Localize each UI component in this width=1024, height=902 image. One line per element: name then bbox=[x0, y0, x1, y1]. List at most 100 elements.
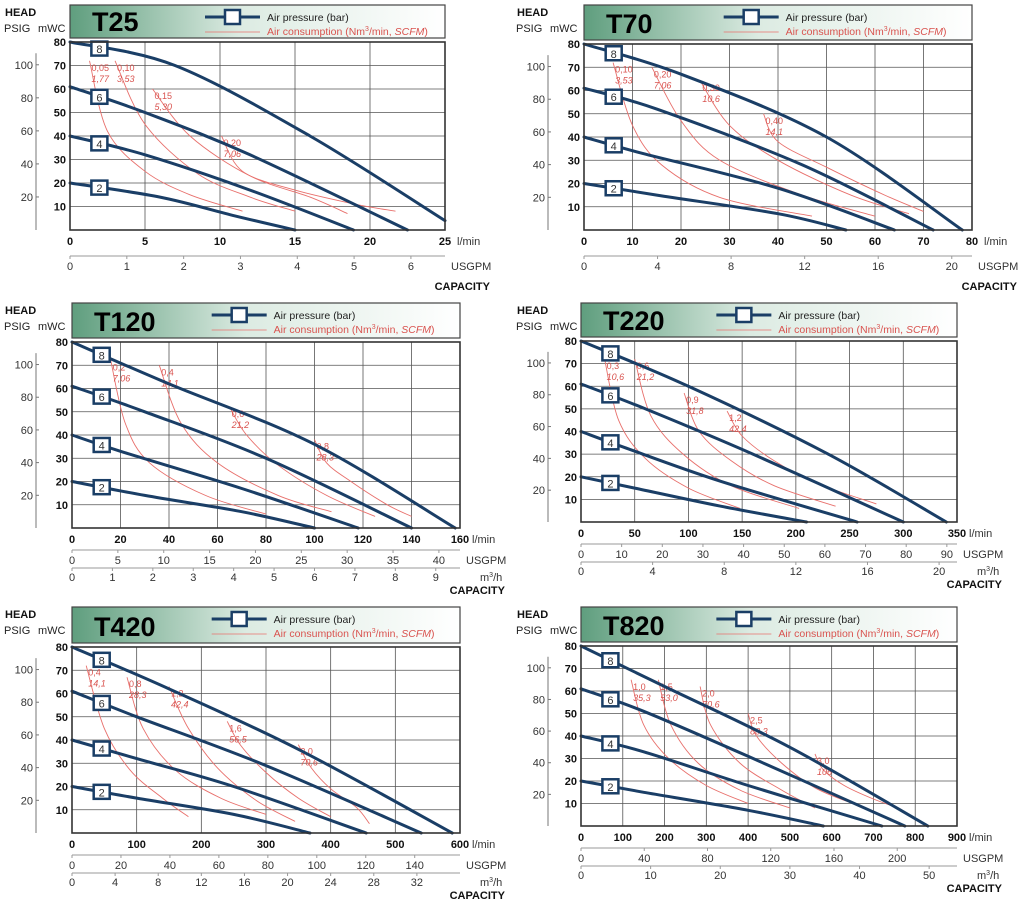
x-tick-usgpm: 80 bbox=[701, 853, 713, 865]
x-tick-usgpm: 200 bbox=[888, 853, 906, 865]
x-tick-m3h: 16 bbox=[861, 566, 873, 578]
x-tick-lmin: 600 bbox=[822, 832, 840, 844]
x-tick-lmin: 60 bbox=[869, 236, 881, 248]
y-tick-mwc: 20 bbox=[56, 477, 68, 489]
x-tick-m3h: 10 bbox=[645, 870, 657, 882]
x-tick-m3h: 30 bbox=[784, 870, 796, 882]
x-tick-usgpm: 6 bbox=[408, 261, 414, 273]
y-tick-mwc: 10 bbox=[568, 202, 580, 214]
y-tick-mwc: 60 bbox=[565, 686, 577, 698]
x-tick-lmin: 200 bbox=[192, 839, 210, 851]
x-tick-m3h: 50 bbox=[923, 870, 935, 882]
x-tick-usgpm: 0 bbox=[69, 555, 75, 567]
x-tick-lmin: 600 bbox=[451, 839, 469, 851]
head-label: HEAD bbox=[517, 7, 548, 19]
x-tick-m3h: 32 bbox=[411, 877, 423, 889]
pressure-curve-8bar bbox=[70, 645, 454, 835]
x-tick-m3h: 0 bbox=[578, 566, 584, 578]
consumption-curve-1,6 bbox=[226, 721, 331, 818]
consumption-flow-label: 2,5 bbox=[750, 716, 763, 726]
y-tick-psig: 80 bbox=[21, 697, 33, 709]
consumption-scfm-label: 31,8 bbox=[686, 406, 704, 416]
y-tick-psig: 40 bbox=[533, 758, 545, 770]
chart-panel-t820: HEAD PSIG mWC T820 Air pressure (bar) Air con… bbox=[516, 606, 1003, 895]
y-tick-psig: 80 bbox=[21, 392, 33, 404]
y-tick-mwc: 50 bbox=[568, 109, 580, 121]
y-tick-mwc: 20 bbox=[56, 782, 68, 794]
y-tick-mwc: 50 bbox=[54, 108, 66, 120]
y-tick-mwc: 70 bbox=[565, 664, 577, 676]
x-tick-usgpm: 80 bbox=[900, 549, 912, 561]
x-unit-lmin: l/min bbox=[969, 832, 992, 844]
x-tick-usgpm: 100 bbox=[308, 860, 326, 872]
pressure-marker-label: 2 bbox=[96, 183, 102, 195]
pressure-marker bbox=[601, 691, 620, 708]
y-tick-psig: 100 bbox=[15, 665, 33, 677]
x-tick-lmin: 700 bbox=[864, 832, 882, 844]
consumption-scfm-label: 106 bbox=[817, 767, 832, 777]
x-unit-usgpm: USGPM bbox=[451, 261, 491, 273]
x-tick-lmin: 10 bbox=[626, 236, 638, 248]
y-tick-mwc: 70 bbox=[568, 62, 580, 74]
chart-title: T120 bbox=[94, 307, 156, 337]
pressure-marker-label: 2 bbox=[607, 782, 613, 794]
mwc-label: mWC bbox=[38, 23, 66, 35]
legend-pressure-label: Air pressure (bar) bbox=[786, 12, 868, 24]
pressure-marker-label: 6 bbox=[96, 92, 102, 104]
pressure-curve-8bar bbox=[68, 40, 447, 223]
plot-border bbox=[580, 340, 958, 523]
x-tick-m3h: 24 bbox=[325, 877, 337, 889]
psig-label: PSIG bbox=[4, 321, 30, 333]
legend-pressure-marker bbox=[230, 610, 248, 628]
x-tick-usgpm: 4 bbox=[654, 261, 660, 273]
pressure-curve-6bar bbox=[70, 384, 413, 530]
y-tick-mwc: 70 bbox=[54, 61, 66, 73]
x-tick-m3h: 4 bbox=[231, 572, 237, 584]
x-tick-lmin: 500 bbox=[781, 832, 799, 844]
x-tick-m3h: 0 bbox=[69, 877, 75, 889]
consumption-flow-label: 3,0 bbox=[817, 756, 830, 766]
x-tick-usgpm: 5 bbox=[351, 261, 357, 273]
x-tick-lmin: 200 bbox=[787, 528, 805, 540]
x-tick-lmin: 30 bbox=[723, 236, 735, 248]
x-tick-m3h: 28 bbox=[368, 877, 380, 889]
y-tick-psig: 100 bbox=[527, 62, 545, 74]
chart-title: T70 bbox=[606, 9, 653, 39]
y-tick-mwc: 60 bbox=[56, 689, 68, 701]
consumption-scfm-label: 14,1 bbox=[88, 679, 106, 689]
consumption-flow-label: 0,20 bbox=[654, 69, 672, 79]
legend-pressure-marker bbox=[735, 306, 753, 324]
consumption-scfm-label: 28,3 bbox=[128, 690, 147, 700]
y-tick-mwc: 80 bbox=[56, 642, 68, 654]
x-tick-usgpm: 0 bbox=[578, 853, 584, 865]
x-tick-usgpm: 80 bbox=[262, 860, 274, 872]
x-tick-usgpm: 40 bbox=[164, 860, 176, 872]
pressure-marker bbox=[92, 651, 111, 669]
y-tick-mwc: 40 bbox=[568, 132, 580, 144]
x-unit-m3h: m3/h bbox=[977, 870, 999, 882]
consumption-flow-label: 0,4 bbox=[161, 367, 174, 377]
x-tick-m3h: 12 bbox=[790, 566, 802, 578]
y-tick-mwc: 70 bbox=[565, 359, 577, 371]
y-tick-mwc: 80 bbox=[565, 641, 577, 653]
pressure-marker bbox=[92, 346, 111, 364]
x-tick-lmin: 100 bbox=[614, 832, 632, 844]
mwc-label: mWC bbox=[550, 23, 578, 35]
pressure-marker-label: 6 bbox=[607, 391, 613, 403]
x-tick-m3h: 20 bbox=[281, 877, 293, 889]
consumption-curve-1,5 bbox=[657, 679, 791, 809]
x-tick-lmin: 0 bbox=[578, 528, 584, 540]
consumption-curve-0,4 bbox=[158, 365, 332, 513]
x-tick-usgpm: 160 bbox=[825, 853, 843, 865]
consumption-curve-1,2 bbox=[168, 686, 296, 822]
y-tick-mwc: 10 bbox=[565, 494, 577, 506]
x-tick-lmin: 40 bbox=[163, 534, 175, 546]
consumption-curve-0,40 bbox=[763, 113, 924, 212]
y-tick-psig: 20 bbox=[533, 192, 545, 204]
x-tick-m3h: 20 bbox=[933, 566, 945, 578]
x-tick-usgpm: 1 bbox=[124, 261, 130, 273]
consumption-scfm-label: 53,0 bbox=[660, 693, 678, 703]
consumption-flow-label: 0,05 bbox=[92, 63, 110, 73]
x-tick-lmin: 0 bbox=[578, 832, 584, 844]
x-unit-lmin: l/min bbox=[984, 236, 1007, 248]
